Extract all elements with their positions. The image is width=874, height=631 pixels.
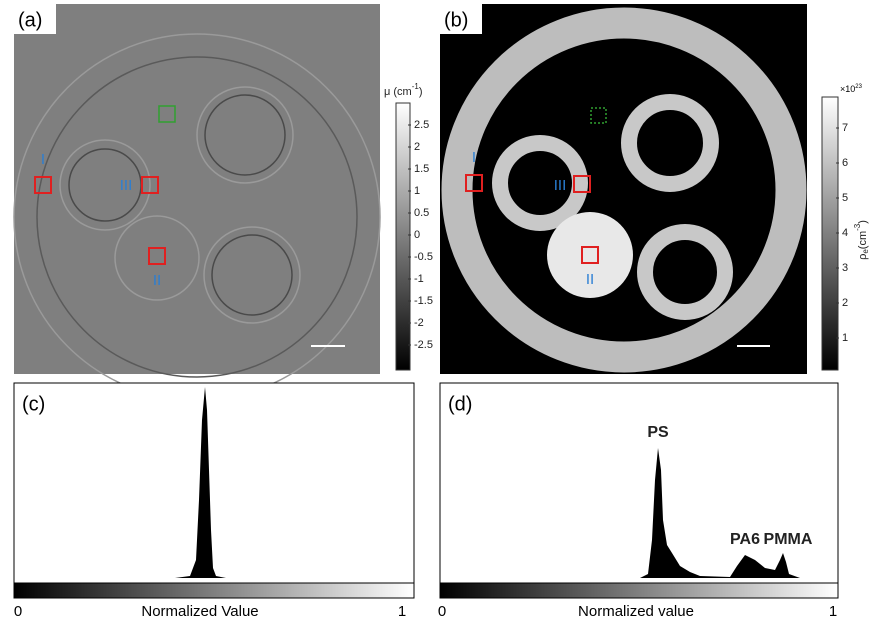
colorbar [821,96,839,371]
colorbar-tick-label: 3 [842,262,848,274]
colorbar-tick-label: 5 [842,192,848,204]
panel-label: (d) [448,393,472,415]
colorbar-title: μ (cm-1) [384,82,423,98]
panel-d-frame [439,382,839,584]
axis-min: 0 [438,603,446,620]
axis-min: 0 [14,603,22,620]
colorbar-tick-label: 1.5 [414,163,429,175]
roi-label: III [554,177,567,194]
roi-label: I [472,149,476,166]
panel-c-frame [13,382,415,584]
axis-max: 1 [829,603,837,620]
colorbar-tick-label: -1.5 [414,295,433,307]
colorbar-tick-label: 4 [842,227,848,239]
colorbar-tick-label: 2 [414,141,420,153]
colorbar [395,102,411,371]
roi-label: III [120,177,133,194]
colorbar-multiplier: ×1023 [840,84,863,95]
colorbar-tick-label: -2.5 [414,339,433,351]
panel-label: (b) [444,9,468,31]
peak-label: PS [647,424,669,441]
axis-title: Normalized Value [141,603,258,620]
histogram [640,448,800,578]
gradient-bar [13,582,415,599]
peak-label: PA6 [730,531,760,548]
colorbar-tick-label: 2.5 [414,119,429,131]
roi-label: II [153,272,161,289]
colorbar-tick-label: -1 [414,273,424,285]
panel-b-image [440,4,807,374]
panel-label: (a) [18,9,42,31]
colorbar-tick-label: -2 [414,317,424,329]
colorbar-tick-label: 7 [842,122,848,134]
colorbar-tick-label: 1 [414,185,420,197]
peak-label: PMMA [764,531,813,548]
colorbar-tick-label: 6 [842,157,848,169]
histogram [175,387,226,578]
colorbar-tick-label: 0 [414,229,420,241]
gradient-bar [439,582,839,599]
colorbar-tick-label: 0.5 [414,207,429,219]
axis-max: 1 [398,603,406,620]
panel-a-image [13,4,381,401]
colorbar-tick-label: 2 [842,297,848,309]
axis-title: Normalized value [578,603,694,620]
colorbar-tick-label: 1 [842,332,848,344]
roi-label: I [41,151,45,168]
panel-label: (c) [22,393,45,415]
colorbar-tick-label: -0.5 [414,251,433,263]
colorbar-title: ρe(cm-3) [853,220,870,260]
roi-label: II [586,271,594,288]
